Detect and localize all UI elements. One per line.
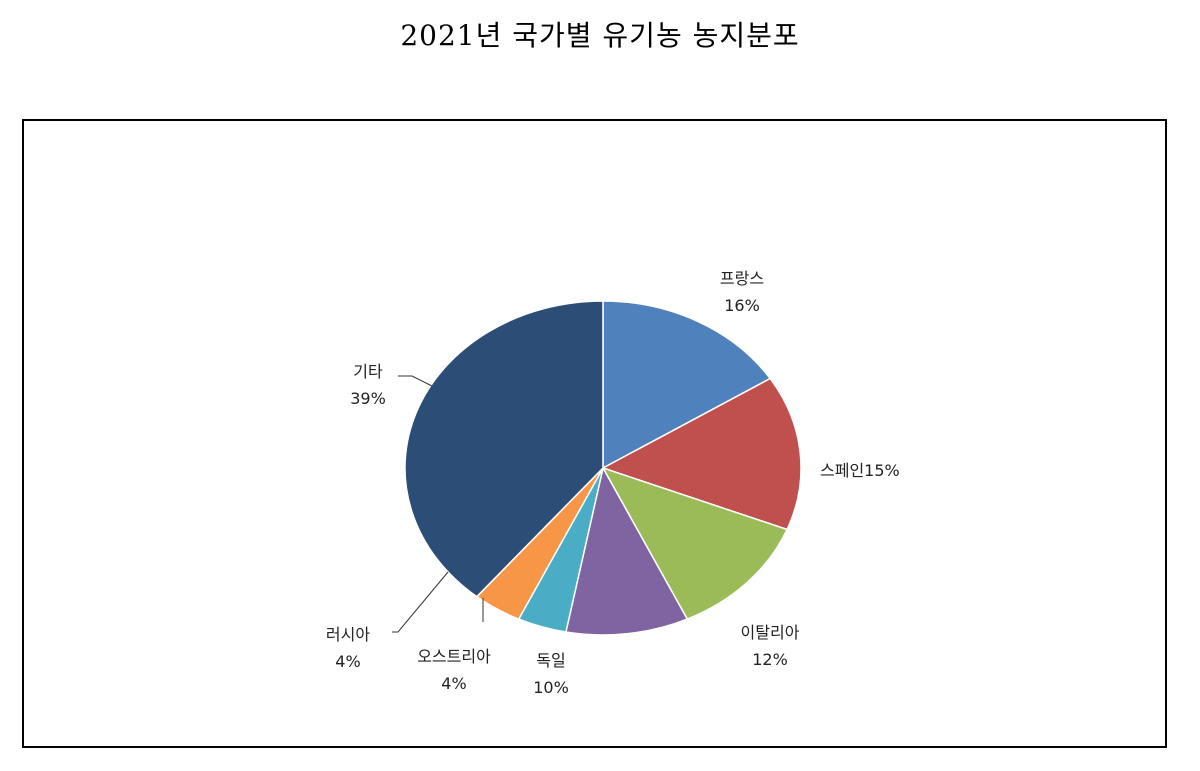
chart-frame bbox=[22, 119, 1167, 748]
pie-slice bbox=[601, 377, 802, 531]
pie-slice bbox=[404, 300, 604, 598]
slice-percent-label: 4% bbox=[335, 652, 360, 671]
slice-percent-label: 39% bbox=[350, 389, 386, 408]
data-labels: 프랑스 16% 스페인15% 이탈리아 12% 독일 10% 오스트리아 4% 러시아 4% 기타 39… bbox=[326, 269, 900, 697]
chart-title: 2021년 국가별 유기농 농지분포 bbox=[400, 19, 800, 52]
leader-line bbox=[392, 571, 449, 633]
slice-name-label: 프랑스 bbox=[720, 269, 764, 288]
slice-percent-label: 16% bbox=[724, 296, 760, 315]
slice-percent-label: 10% bbox=[533, 678, 569, 697]
slice-percent-label: 12% bbox=[752, 650, 788, 669]
pie-slice bbox=[564, 465, 689, 636]
slice-name-label: 스페인15% bbox=[820, 461, 900, 480]
slice-percent-label: 4% bbox=[441, 674, 466, 693]
slice-name-label: 기타 bbox=[353, 362, 383, 381]
pie-slice bbox=[601, 466, 789, 621]
leader-lines bbox=[392, 375, 484, 633]
slice-name-label: 러시아 bbox=[326, 625, 370, 644]
slice-name-label: 이탈리아 bbox=[741, 623, 800, 642]
pie-slice bbox=[602, 300, 772, 470]
slice-name-label: 오스트리아 bbox=[417, 647, 491, 666]
slice-name-label: 독일 bbox=[536, 651, 565, 670]
pie-slices bbox=[404, 300, 802, 636]
leader-line bbox=[398, 375, 433, 387]
